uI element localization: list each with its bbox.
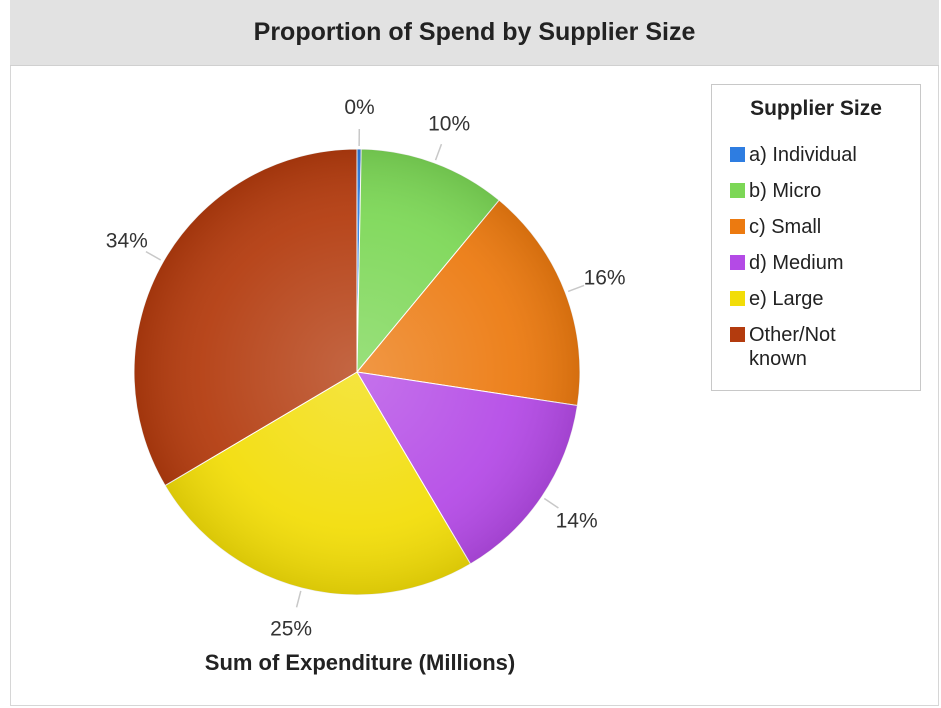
legend: Supplier Size a) Individual b) Micro c) Sm…: [711, 84, 921, 391]
percent-label-c-small: 16%: [584, 267, 626, 290]
pie-slices: [133, 148, 581, 596]
legend-label: d) Medium: [749, 252, 844, 274]
legend-label: c) Small: [749, 216, 822, 238]
percent-label-b-micro: 10%: [428, 113, 470, 136]
legend-item-d-medium: d) Medium: [730, 251, 899, 275]
legend-item-e-large: e) Large: [730, 287, 899, 311]
leader-line-b-micro: [434, 143, 443, 161]
legend-swatch: [730, 219, 745, 234]
leader-line-d-medium: [543, 497, 559, 509]
legend-label: Other/Not known: [749, 324, 836, 370]
legend-title: Supplier Size: [750, 97, 882, 120]
legend-item-b-micro: b) Micro: [730, 179, 899, 203]
percent-label-e-large: 25%: [270, 618, 312, 641]
legend-swatch: [730, 183, 745, 198]
legend-label: a) Individual: [749, 144, 857, 166]
leader-line-other-not-known: [145, 250, 162, 261]
chart-title: Proportion of Spend by Supplier Size: [253, 18, 696, 46]
percent-label-d-medium: 14%: [556, 509, 598, 532]
percent-label-a-individual: 0%: [344, 96, 374, 119]
legend-item-c-small: c) Small: [730, 215, 899, 239]
chart-title-bar: Proportion of Spend by Supplier Size: [10, 0, 939, 66]
pie-percent-labels: 0% 10% 16% 14% 25% 34%: [106, 96, 626, 641]
legend-label: b) Micro: [749, 180, 822, 202]
legend-swatch: [730, 327, 745, 342]
x-axis-label: Sum of Expenditure (Millions): [204, 650, 516, 675]
legend-swatch: [730, 291, 745, 306]
legend-swatch: [730, 147, 745, 162]
leader-line-c-small: [567, 284, 585, 293]
legend-item-other-not-known: Other/Not known: [730, 323, 899, 371]
pie-leader-lines: [145, 129, 585, 608]
legend-item-a-individual: a) Individual: [730, 143, 899, 167]
legend-swatch: [730, 255, 745, 270]
legend-label: e) Large: [749, 288, 824, 310]
percent-label-other-not-known: 34%: [106, 230, 148, 253]
leader-line-e-large: [295, 590, 302, 608]
